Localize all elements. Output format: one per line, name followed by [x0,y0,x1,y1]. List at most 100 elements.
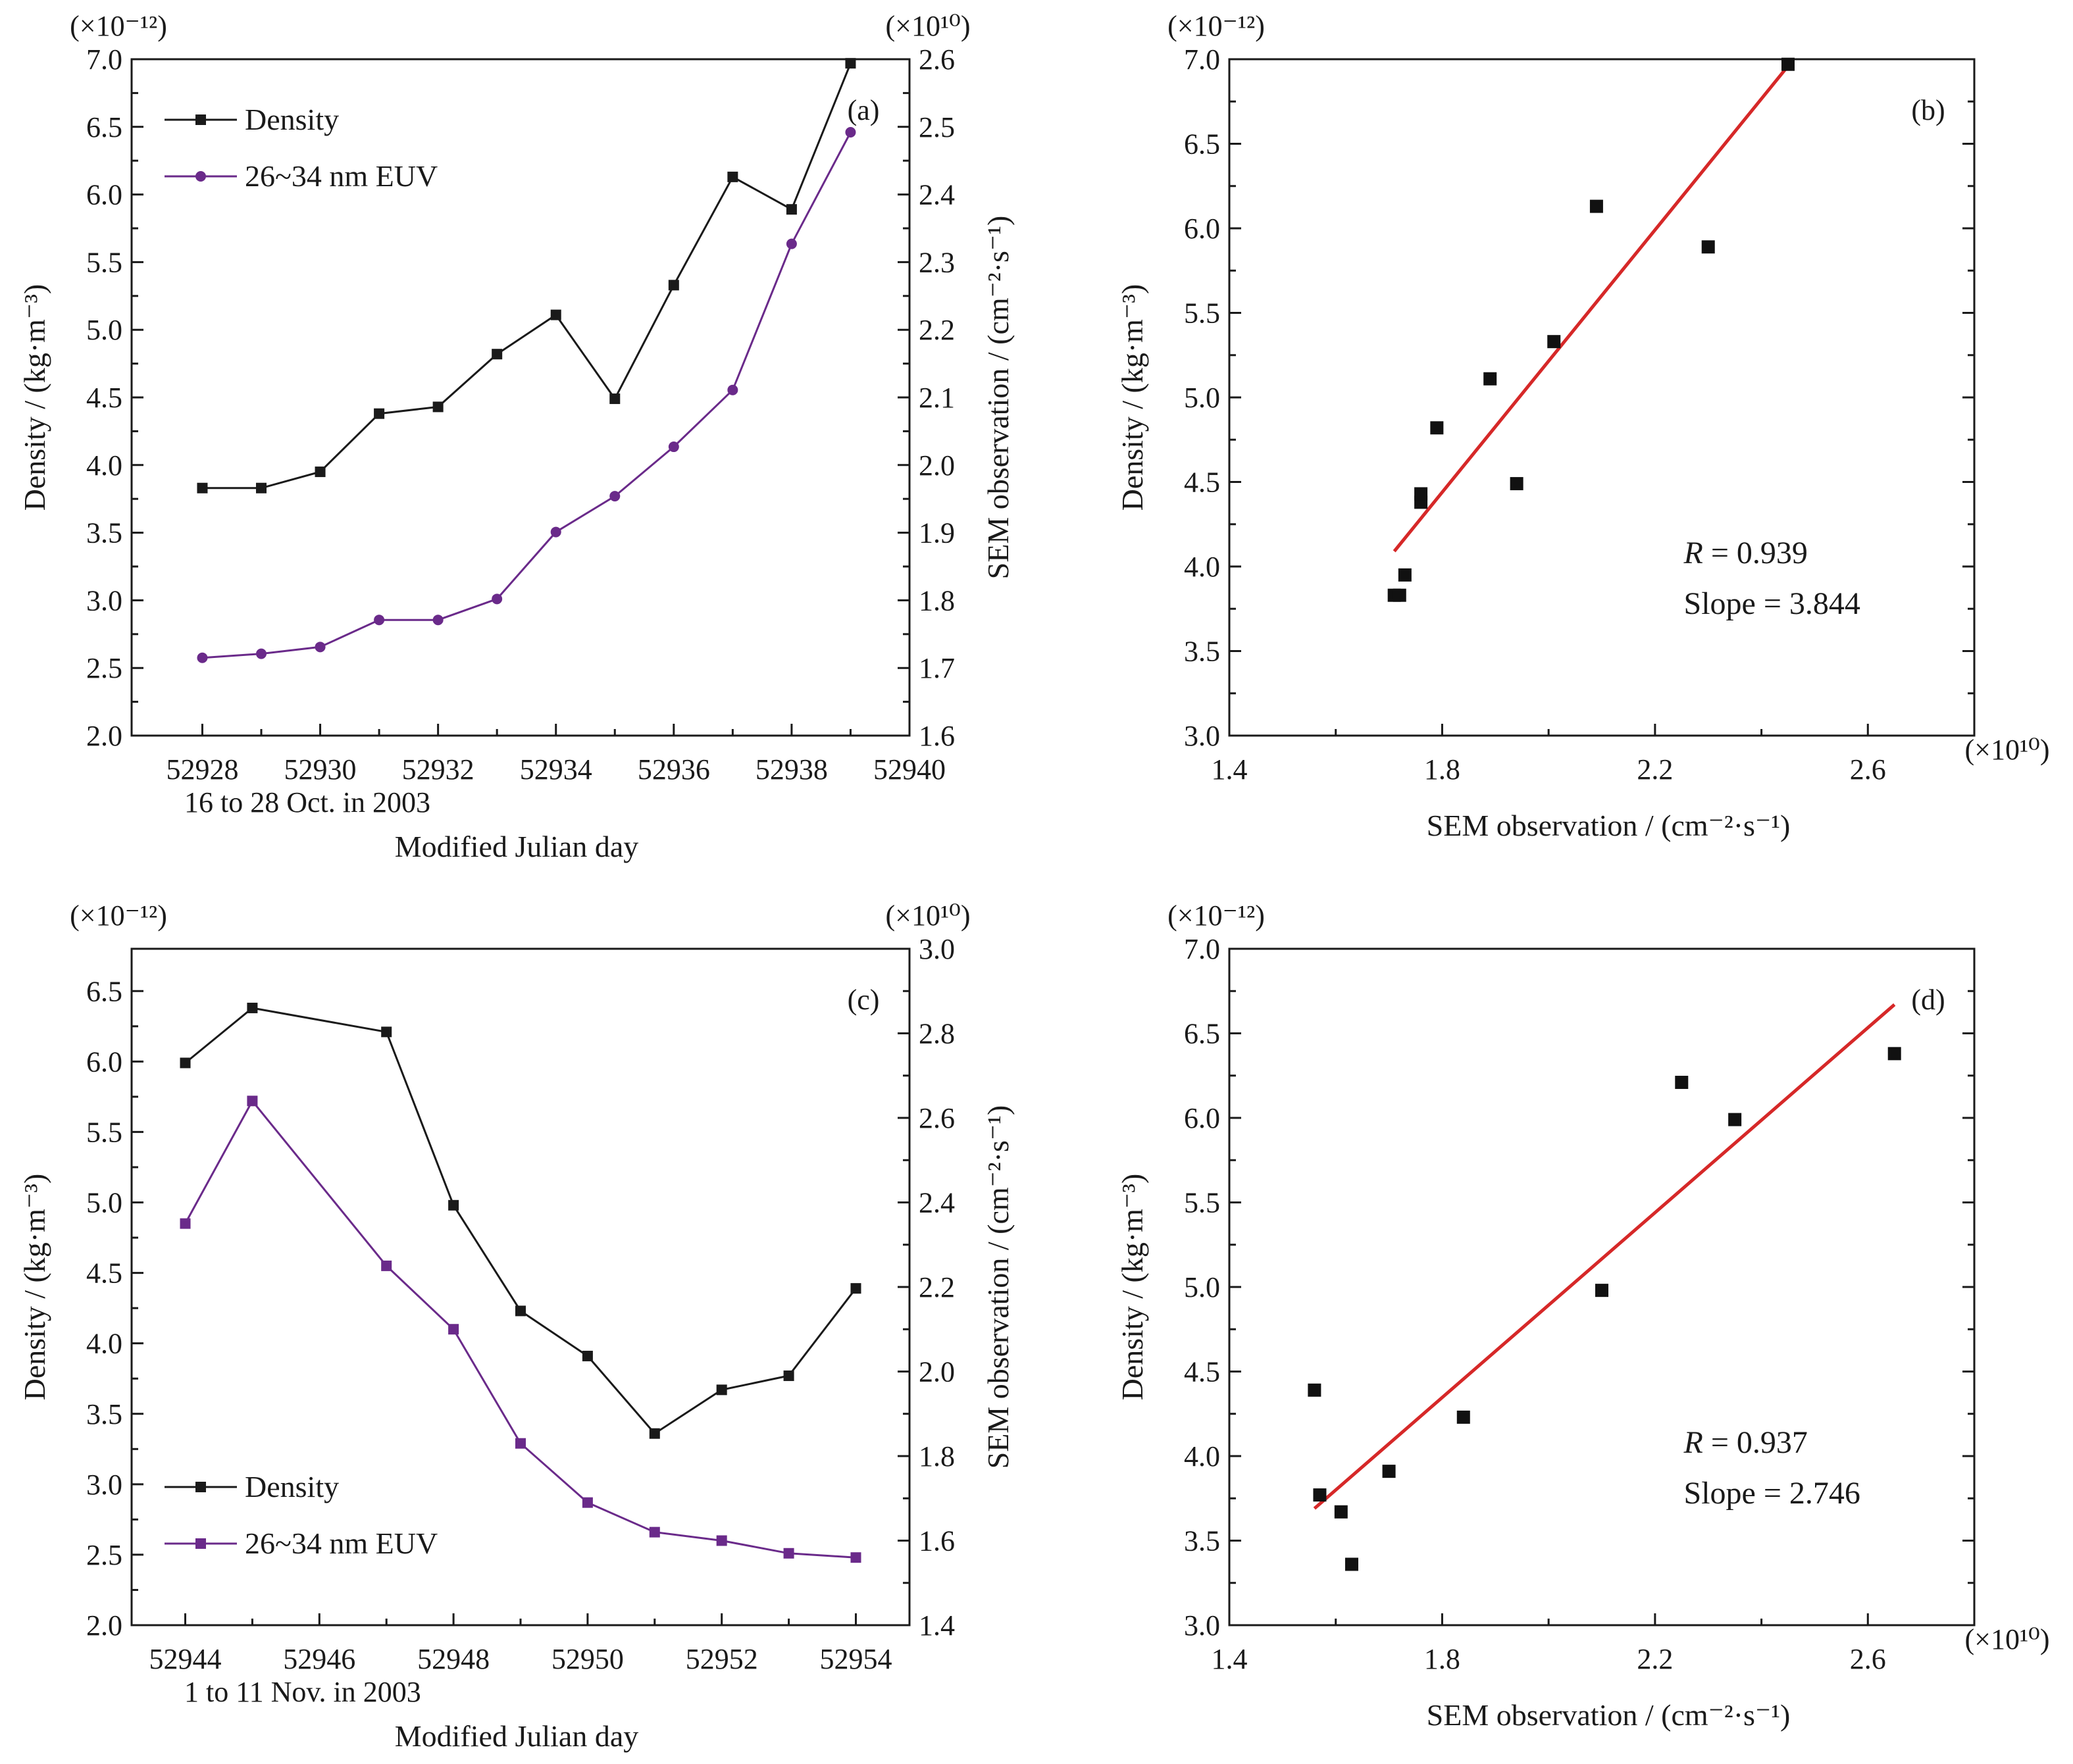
y2-tick-label: 2.6 [919,1102,955,1134]
y-tick-label: 6.0 [86,1046,122,1078]
panel-label: (b) [1911,94,1945,126]
x-tick-label: 2.2 [1637,753,1673,786]
legend-marker [195,1482,206,1492]
data-point [1595,1284,1608,1298]
fit-line [1313,1003,1896,1510]
r-value: = 0.937 [1703,1425,1808,1460]
y-axis-label: Density / (kg·m⁻³) [1115,1174,1149,1401]
y-tick-label: 6.5 [86,111,122,143]
y-tick-label: 3.5 [1184,1525,1220,1557]
y2-multiplier: (×10¹⁰) [886,899,971,932]
y-tick-label: 7.0 [1184,933,1220,965]
data-point [845,127,856,138]
y2-tick-label: 1.9 [919,517,955,549]
legend-label: 26~34 nm EUV [245,1526,438,1560]
panel-d: 1.4 1.8 2.2 2.63.03.54.04.55.05.56.06.57.0(… [1115,899,2049,1732]
y2-tick-label: 3.0 [919,933,955,965]
data-point [432,615,444,626]
data-point [515,1438,526,1449]
data-point [668,441,679,453]
data-point [649,1526,660,1538]
x-tick-label: 52936 [638,753,710,786]
data-point [727,384,738,395]
y-multiplier: (×10⁻¹²) [1167,899,1265,932]
data-point [1313,1488,1327,1502]
plot-frame [1228,58,1976,737]
x-axis-note: 16 to 28 Oct. in 2003 [184,786,430,819]
y-tick-label: 5.5 [86,246,122,278]
x-tick-label: 52950 [551,1643,624,1675]
y-tick-label: 5.0 [1184,382,1220,414]
x-tick-label: 52952 [686,1643,758,1675]
x-axis-label: SEM observation / (cm⁻²·s⁻¹) [1427,809,1791,842]
y2-tick-label: 1.8 [919,584,955,617]
y2-axis-label: SEM observation / (cm⁻²·s⁻¹) [981,216,1015,580]
data-point [1781,57,1795,71]
y2-tick-label: 2.2 [919,1271,955,1303]
data-point [649,1428,660,1439]
y-tick-label: 3.5 [86,1398,122,1430]
legend-label: Density [245,1470,339,1503]
x-multiplier: (×10¹⁰) [1965,1623,2050,1655]
data-point [315,642,326,653]
y-tick-label: 2.5 [86,1539,122,1571]
y-tick-label: 6.5 [86,975,122,1007]
y2-tick-label: 1.6 [919,720,955,752]
data-point [716,1384,727,1396]
x-tick-label: 52928 [166,753,238,786]
data-point [1334,1505,1348,1519]
data-point [1675,1076,1689,1090]
y2-tick-label: 2.6 [919,43,955,76]
slope-annotation: Slope = 2.746 [1684,1476,1860,1511]
panel-a: 52928 52930 52932 52934 52936 52938 52940 2.0 2.… [18,10,1015,863]
y-tick-label: 6.0 [86,179,122,211]
y-tick-label: 4.5 [1184,466,1220,499]
data-point [850,1552,861,1563]
y-tick-label: 2.0 [86,1609,122,1642]
data-point [1728,1113,1742,1126]
data-point [197,652,208,663]
x-axis-label: Modified Julian day [395,1719,639,1753]
y-tick-label: 4.0 [1184,1440,1220,1473]
data-point [1393,588,1406,602]
x-tick-label: 52940 [873,753,946,786]
data-point [582,1350,593,1361]
data-point [550,526,561,538]
x-tick-label: 52938 [755,753,828,786]
y2-tick-label: 2.4 [919,1187,955,1219]
data-point [1456,1410,1470,1424]
x-tick-label: 2.6 [1850,1643,1886,1675]
panel-label: (a) [848,94,880,126]
data-point [786,204,797,215]
data-point [180,1057,191,1069]
y-tick-label: 4.0 [1184,551,1220,583]
y-tick-label: 7.0 [1184,43,1220,76]
panel-label: (d) [1911,984,1945,1016]
y-tick-label: 2.5 [86,652,122,684]
x-tick-label: 1.8 [1424,753,1460,786]
fit-line [1393,64,1789,553]
y-tick-label: 5.5 [1184,1187,1220,1219]
x-tick-label: 1.4 [1212,1643,1248,1675]
y-multiplier: (×10⁻¹²) [70,899,167,932]
y-tick-label: 3.5 [1184,636,1220,668]
series-line-1 [202,132,852,659]
data-point [1510,477,1523,491]
y-tick-label: 4.5 [86,382,122,414]
data-point [1589,199,1603,213]
data-point [1430,421,1444,435]
y2-tick-label: 1.4 [919,1609,955,1642]
data-point [609,491,621,502]
y2-tick-label: 1.8 [919,1440,955,1473]
y-multiplier: (×10⁻¹²) [70,10,167,42]
y-tick-label: 6.0 [1184,213,1220,245]
y-axis-label: Density / (kg·m⁻³) [1115,284,1149,511]
y2-tick-label: 2.0 [919,1356,955,1388]
data-point [1547,335,1561,349]
x-tick-label: 52930 [284,753,357,786]
data-point [256,482,267,493]
series-line-0 [184,1007,857,1435]
data-point [374,408,385,419]
x-tick-label: 52934 [520,753,592,786]
